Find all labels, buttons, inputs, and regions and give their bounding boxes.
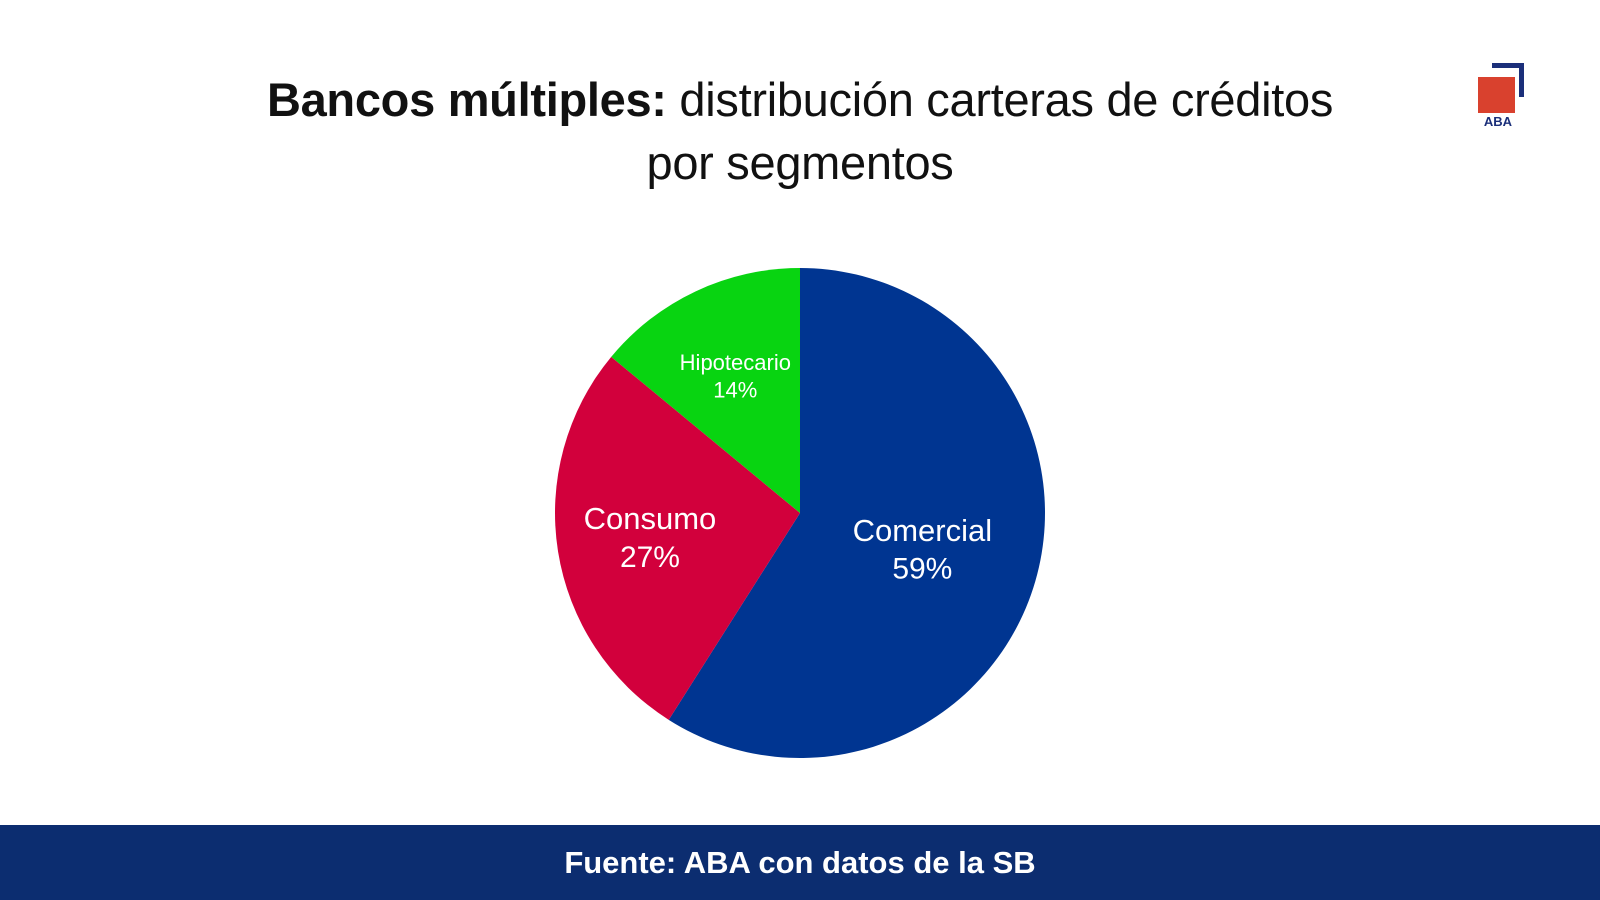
title-bold: Bancos múltiples: <box>266 73 667 126</box>
title-line2: por segmentos <box>646 136 954 189</box>
slice-label-comercial: Comercial <box>853 513 993 548</box>
pie-chart: Comercial 59% Consumo 27% Hipotecario 14% <box>554 268 1045 758</box>
footer-source: Fuente: ABA con datos de la SB <box>564 844 1036 880</box>
slice-label-consumo: Consumo <box>584 501 717 536</box>
pie-slice-hipotecario <box>611 268 800 513</box>
title-rest: distribución carteras de créditos <box>666 73 1334 126</box>
slice-value-consumo: 27% <box>620 541 680 574</box>
slice-label-hipotecario: Hipotecario <box>680 350 791 375</box>
pie-slice-comercial <box>668 268 1045 758</box>
slice-value-comercial: 59% <box>892 553 952 586</box>
logo-corner-icon <box>1492 63 1524 97</box>
footer-bar: Fuente: ABA con datos de la SB <box>0 825 1600 900</box>
logo-square-icon <box>1478 77 1515 113</box>
chart-title: Bancos múltiples: distribución carteras … <box>160 68 1440 194</box>
aba-logo: ABA <box>1474 60 1534 130</box>
slice-value-hipotecario: 14% <box>713 378 757 403</box>
logo-text: ABA <box>1483 114 1513 129</box>
pie-slice-consumo <box>554 356 800 720</box>
